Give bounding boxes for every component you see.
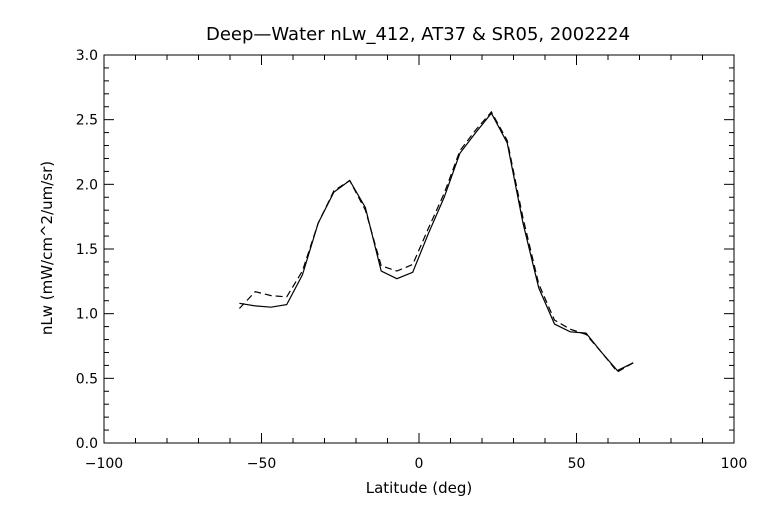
axis-tick-labels: −100 −50 0 50 100 0.0 0.5 1.0 1.5 2.0 2.5 3.0 bbox=[76, 48, 748, 472]
y-tick-label: 1.5 bbox=[76, 242, 98, 258]
x-tick-label: 0 bbox=[415, 456, 424, 472]
y-tick-label: 3.0 bbox=[76, 48, 98, 64]
series-line-dashed bbox=[238, 110, 634, 373]
axis-ticks bbox=[103, 54, 735, 444]
series-layer bbox=[238, 110, 634, 373]
y-tick-label: 1.0 bbox=[76, 307, 98, 323]
y-tick-label: 0.0 bbox=[76, 436, 98, 452]
chart-title: Deep—Water nLw_412, AT37 & SR05, 2002224 bbox=[206, 24, 630, 45]
y-tick-label: 2.5 bbox=[76, 113, 98, 129]
x-tick-label: −50 bbox=[247, 456, 277, 472]
y-axis-label: nLw (mW/cm^2/um/sr) bbox=[38, 161, 56, 335]
x-axis-label: Latitude (deg) bbox=[366, 479, 472, 497]
series-line-solid bbox=[239, 112, 634, 372]
x-tick-label: −100 bbox=[85, 456, 123, 472]
x-tick-label: 50 bbox=[568, 456, 586, 472]
x-tick-label: 100 bbox=[721, 456, 748, 472]
y-tick-label: 0.5 bbox=[76, 371, 98, 387]
y-tick-label: 2.0 bbox=[76, 177, 98, 193]
